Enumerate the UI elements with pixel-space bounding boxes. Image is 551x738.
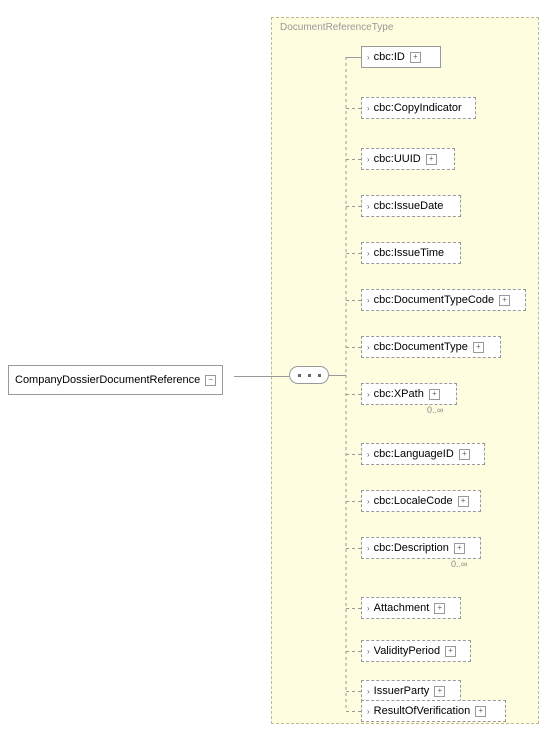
chevron-icon: › — [367, 53, 370, 62]
chevron-icon: › — [367, 544, 370, 553]
plus-icon[interactable]: + — [473, 342, 484, 353]
child-element-label: IssuerParty — [374, 685, 430, 697]
child-element-box[interactable]: › ResultOfVerification + — [361, 700, 506, 722]
child-element-box[interactable]: › cbc:Description + — [361, 537, 481, 559]
chevron-icon: › — [367, 390, 370, 399]
plus-icon[interactable]: + — [429, 389, 440, 400]
child-element-box[interactable]: › cbc:DocumentType + — [361, 336, 501, 358]
minus-icon: − — [205, 375, 216, 386]
plus-icon[interactable]: + — [445, 646, 456, 657]
child-element-box[interactable]: › cbc:LanguageID + — [361, 443, 485, 465]
seq-dot-icon — [298, 374, 301, 377]
sequence-compositor — [289, 366, 329, 384]
chevron-icon: › — [367, 450, 370, 459]
plus-icon[interactable]: + — [410, 52, 421, 63]
child-element-label: cbc:UUID — [374, 153, 421, 165]
chevron-icon: › — [367, 249, 370, 258]
child-element-box[interactable]: › cbc:ID + — [361, 46, 441, 68]
child-element-box[interactable]: › Attachment + — [361, 597, 461, 619]
chevron-icon: › — [367, 296, 370, 305]
child-element-box[interactable]: › cbc:LocaleCode + — [361, 490, 481, 512]
chevron-icon: › — [367, 104, 370, 113]
child-element-label: cbc:DocumentTypeCode — [374, 294, 494, 306]
chevron-icon: › — [367, 497, 370, 506]
child-element-box[interactable]: › cbc:XPath + — [361, 383, 457, 405]
child-element-box[interactable]: › ValidityPeriod + — [361, 640, 471, 662]
root-element-box[interactable]: CompanyDossierDocumentReference − — [8, 365, 223, 395]
child-element-box[interactable]: › cbc:IssueDate — [361, 195, 461, 217]
type-label: DocumentReferenceType — [280, 22, 393, 33]
child-element-label: cbc:IssueDate — [374, 200, 444, 212]
child-element-label: ValidityPeriod — [374, 645, 440, 657]
chevron-icon: › — [367, 343, 370, 352]
plus-icon[interactable]: + — [475, 706, 486, 717]
plus-icon[interactable]: + — [499, 295, 510, 306]
plus-icon[interactable]: + — [426, 154, 437, 165]
child-element-label: Attachment — [374, 602, 430, 614]
chevron-icon: › — [367, 687, 370, 696]
chevron-icon: › — [367, 647, 370, 656]
seq-dot-icon — [308, 374, 311, 377]
chevron-icon: › — [367, 202, 370, 211]
child-element-label: cbc:IssueTime — [374, 247, 445, 259]
root-element-label: CompanyDossierDocumentReference — [15, 374, 200, 386]
chevron-icon: › — [367, 707, 370, 716]
seq-dot-icon — [318, 374, 321, 377]
plus-icon[interactable]: + — [434, 603, 445, 614]
child-element-box[interactable]: › IssuerParty + — [361, 680, 461, 702]
chevron-icon: › — [367, 155, 370, 164]
child-element-box[interactable]: › cbc:CopyIndicator — [361, 97, 476, 119]
child-element-label: cbc:LanguageID — [374, 448, 454, 460]
child-element-label: cbc:CopyIndicator — [374, 102, 462, 114]
chevron-icon: › — [367, 604, 370, 613]
plus-icon[interactable]: + — [434, 686, 445, 697]
child-element-label: cbc:XPath — [374, 388, 424, 400]
plus-icon[interactable]: + — [454, 543, 465, 554]
child-element-label: ResultOfVerification — [374, 705, 471, 717]
plus-icon[interactable]: + — [459, 449, 470, 460]
child-element-box[interactable]: › cbc:UUID + — [361, 148, 455, 170]
child-element-label: cbc:DocumentType — [374, 341, 468, 353]
plus-icon[interactable]: + — [458, 496, 469, 507]
cardinality-label: 0..∞ — [451, 559, 467, 569]
child-element-label: cbc:LocaleCode — [374, 495, 453, 507]
child-element-label: cbc:Description — [374, 542, 449, 554]
child-element-label: cbc:ID — [374, 51, 405, 63]
cardinality-label: 0..∞ — [427, 405, 443, 415]
child-element-box[interactable]: › cbc:DocumentTypeCode + — [361, 289, 526, 311]
child-element-box[interactable]: › cbc:IssueTime — [361, 242, 461, 264]
